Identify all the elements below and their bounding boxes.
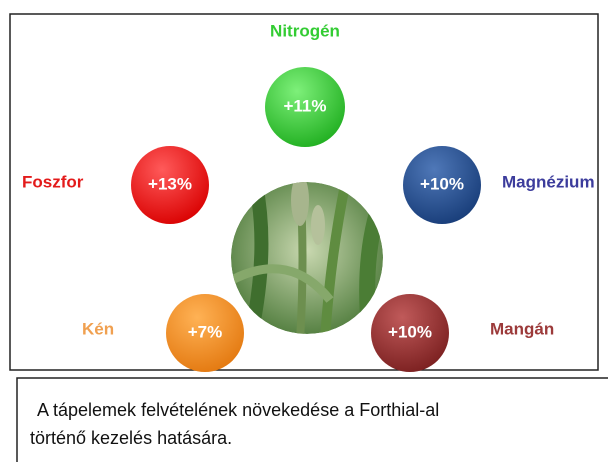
node-label: Foszfor	[22, 172, 84, 191]
node-value: +13%	[148, 174, 192, 193]
node-value: +11%	[283, 96, 326, 115]
node-label: Kén	[82, 319, 114, 338]
node-value: +10%	[420, 174, 464, 193]
caption-line: történő kezelés hatására.	[30, 428, 232, 448]
node-value: +10%	[388, 322, 432, 341]
page: Nitrogén +11% Foszfor +13% Magnézium +10…	[0, 0, 608, 462]
node-label: Nitrogén	[270, 21, 340, 40]
caption-line: A tápelemek felvételének növekedése a Fo…	[37, 400, 439, 420]
node: Nitrogén +11%	[265, 21, 345, 147]
node-label: Mangán	[490, 319, 554, 338]
caption-frame	[17, 378, 608, 462]
node-value: +7%	[188, 322, 223, 341]
node-label: Magnézium	[502, 172, 595, 191]
